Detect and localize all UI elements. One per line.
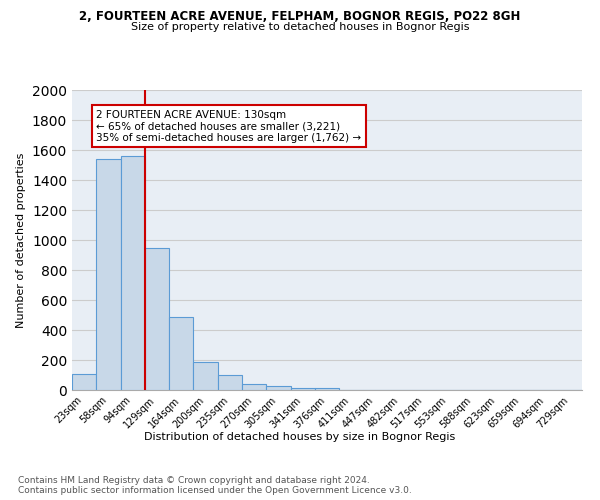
Bar: [218, 375, 242, 390]
Bar: [96, 159, 121, 390]
Text: 2, FOURTEEN ACRE AVENUE, FELPHAM, BOGNOR REGIS, PO22 8GH: 2, FOURTEEN ACRE AVENUE, FELPHAM, BOGNOR…: [79, 10, 521, 23]
Bar: [290, 388, 315, 390]
Text: Contains HM Land Registry data © Crown copyright and database right 2024.
Contai: Contains HM Land Registry data © Crown c…: [18, 476, 412, 495]
Y-axis label: Number of detached properties: Number of detached properties: [16, 152, 26, 328]
Bar: [315, 388, 339, 390]
Bar: [169, 316, 193, 390]
Bar: [72, 374, 96, 390]
Bar: [266, 386, 290, 390]
Text: 2 FOURTEEN ACRE AVENUE: 130sqm
← 65% of detached houses are smaller (3,221)
35% : 2 FOURTEEN ACRE AVENUE: 130sqm ← 65% of …: [96, 110, 361, 142]
Bar: [242, 384, 266, 390]
Bar: [145, 248, 169, 390]
Text: Size of property relative to detached houses in Bognor Regis: Size of property relative to detached ho…: [131, 22, 469, 32]
Bar: [121, 156, 145, 390]
Bar: [193, 362, 218, 390]
Text: Distribution of detached houses by size in Bognor Regis: Distribution of detached houses by size …: [145, 432, 455, 442]
